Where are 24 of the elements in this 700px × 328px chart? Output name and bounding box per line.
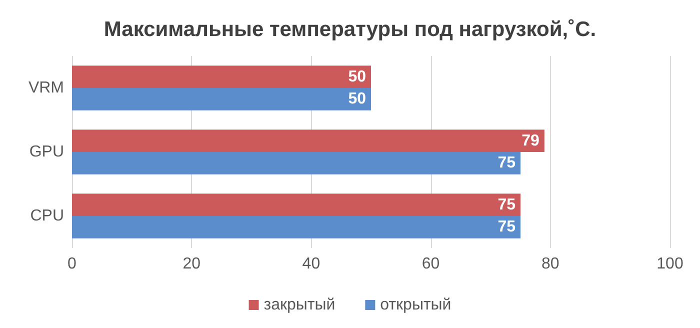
data-label: 75 bbox=[498, 196, 516, 214]
x-tick-label: 20 bbox=[182, 256, 201, 272]
data-label: 50 bbox=[348, 68, 366, 86]
x-tick-label: 40 bbox=[302, 256, 320, 272]
y-tick-label: VRM bbox=[28, 80, 64, 96]
data-label: 75 bbox=[498, 218, 516, 236]
data-label: 50 bbox=[348, 90, 366, 108]
x-tick-label: 100 bbox=[656, 256, 684, 272]
bar bbox=[72, 152, 520, 174]
legend-label: закрытый bbox=[264, 296, 336, 314]
bar bbox=[72, 194, 520, 216]
chart-title: Максимальные температуры под нагрузкой,˚С. bbox=[104, 18, 596, 41]
bar bbox=[72, 66, 371, 88]
x-tick-label: 0 bbox=[68, 256, 77, 272]
legend-label: открытый bbox=[380, 296, 452, 314]
x-tick-label: 80 bbox=[542, 256, 560, 272]
bar bbox=[72, 130, 544, 152]
bar bbox=[72, 88, 371, 110]
bar bbox=[72, 216, 520, 238]
y-tick-label: CPU bbox=[30, 208, 64, 224]
y-tick-label: GPU bbox=[29, 144, 64, 160]
data-label: 75 bbox=[498, 154, 516, 172]
data-label: 79 bbox=[522, 132, 540, 150]
x-tick-label: 60 bbox=[422, 256, 440, 272]
